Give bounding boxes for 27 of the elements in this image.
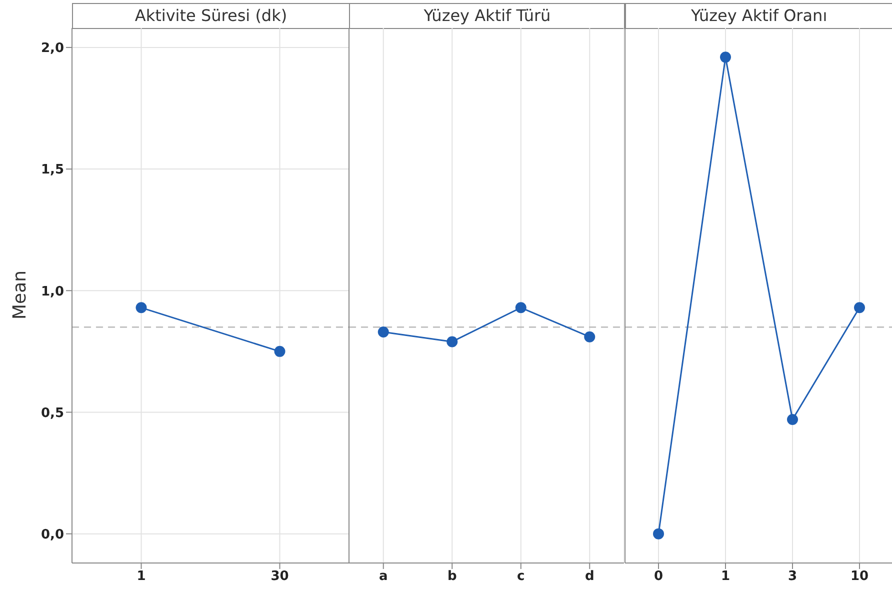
point [378,326,390,338]
y-tick-label: 0,5 [40,406,64,421]
x-tick-label: 1 [720,569,730,584]
x-tick-label: 1 [136,569,146,584]
y-tick-label: 1,0 [40,284,64,300]
point [516,302,527,314]
chart-title: Yüzey Aktif Türü [349,3,626,29]
y-tick-label: 1,5 [40,162,64,178]
point [446,336,458,348]
x-tick-label: 10 [850,569,868,584]
y-tick-label: 0,0 [40,527,64,542]
point [652,528,664,540]
chart-title: Yüzey Aktif Oranı [624,3,892,29]
point [854,302,865,314]
x-tick-label: d [585,569,594,584]
point [584,331,596,342]
point [786,414,798,426]
x-tick-label: a [379,569,388,584]
x-tick-label: 30 [270,569,289,584]
x-tick-label: b [448,569,457,584]
point [720,52,731,63]
x-tick-label: 3 [788,569,797,584]
x-tick-label: c [517,569,525,584]
y-axis-title: Mean [10,270,30,320]
y-tick-label: 2,0 [40,41,64,56]
chart-title: Aktivite Süresi (dk) [72,3,350,29]
x-tick-label: 0 [654,569,663,584]
